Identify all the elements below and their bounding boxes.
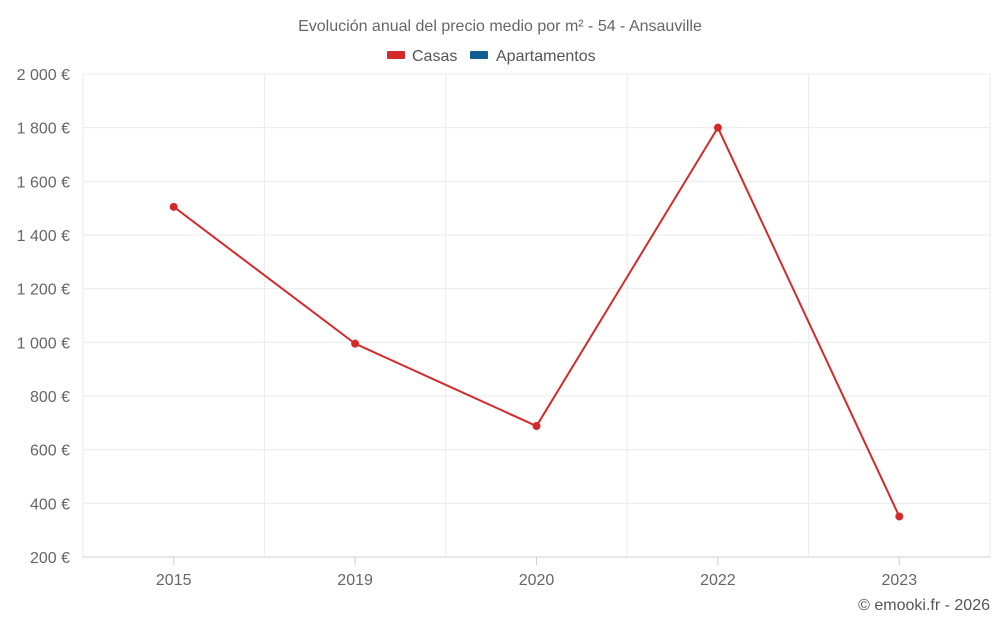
- series-line-casas: [173, 125, 901, 517]
- x-gridlines: [82, 74, 991, 557]
- x-tick-label: 2023: [882, 572, 918, 589]
- chart-title: Evolución anual del precio medio por m² …: [298, 18, 702, 35]
- x-axis-ticks: 2015 2019 2020 2022 2023: [156, 557, 917, 589]
- data-point[interactable]: [169, 202, 178, 211]
- x-tick-label: 2020: [519, 572, 555, 589]
- data-point[interactable]: [713, 123, 722, 132]
- y-tick-label: 800 €: [30, 389, 70, 406]
- y-gridlines: [83, 73, 990, 558]
- y-tick-label: 1 400 €: [17, 228, 70, 245]
- y-tick-label: 1 000 €: [17, 335, 70, 352]
- data-point[interactable]: [895, 512, 904, 521]
- x-tick-label: 2019: [337, 572, 373, 589]
- legend-label-casas[interactable]: Casas: [412, 48, 457, 65]
- y-tick-label: 200 €: [30, 550, 70, 567]
- series-layer: [169, 123, 904, 521]
- data-point[interactable]: [532, 422, 541, 431]
- y-tick-label: 1 200 €: [17, 282, 70, 299]
- y-axis-ticks: 200 € 400 € 600 € 800 € 1 000 € 1 200 € 1 400 …: [17, 67, 70, 567]
- y-tick-label: 1 600 €: [17, 174, 70, 191]
- legend-swatch-apartamentos[interactable]: [470, 51, 488, 59]
- credit-text: © emooki.fr - 2026: [858, 597, 990, 614]
- y-tick-label: 2 000 €: [17, 67, 70, 84]
- y-tick-label: 1 800 €: [17, 121, 70, 138]
- x-tick-label: 2015: [156, 572, 192, 589]
- legend-label-apartamentos[interactable]: Apartamentos: [496, 48, 596, 65]
- legend[interactable]: Casas Apartamentos: [387, 48, 596, 65]
- y-tick-label: 400 €: [30, 496, 70, 513]
- legend-swatch-casas[interactable]: [387, 51, 405, 59]
- x-tick-label: 2022: [700, 572, 736, 589]
- y-tick-label: 600 €: [30, 443, 70, 460]
- data-point[interactable]: [351, 339, 360, 348]
